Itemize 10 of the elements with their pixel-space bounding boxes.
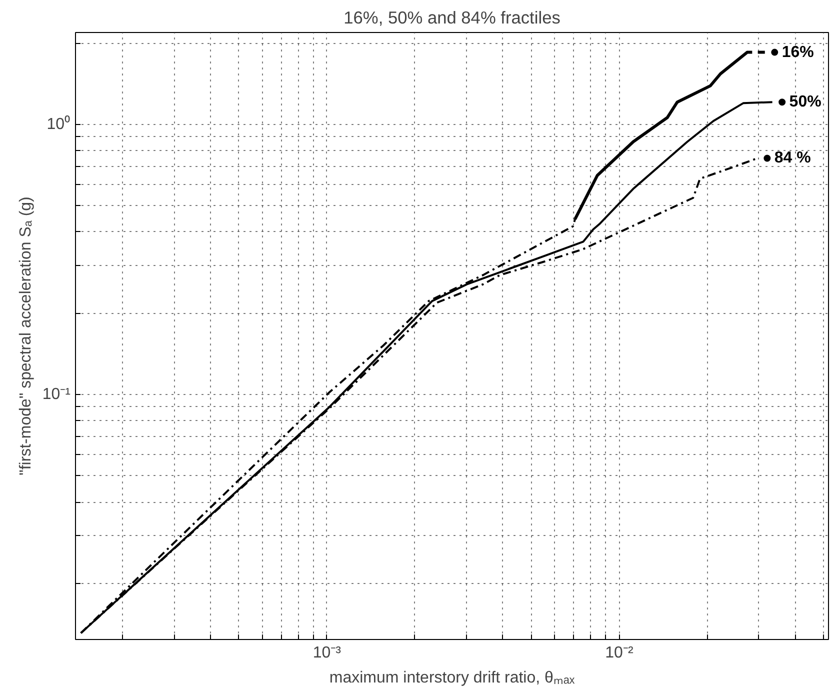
x-tick-label: 10⁻²: [605, 644, 634, 662]
y-tick-label: 10⁻¹: [42, 386, 70, 404]
chart-title: 16%, 50% and 84% fractiles: [344, 8, 561, 28]
y-axis-title: "first-mode" spectral acceleration Sₐ (g): [17, 196, 34, 476]
legend-label: 16%: [782, 44, 814, 61]
legend-label: 84 %: [774, 150, 811, 167]
y-tick-label: 10⁰: [46, 114, 70, 133]
x-tick-label: 10⁻³: [312, 644, 342, 662]
x-axis-title: maximum interstory drift ratio, θₘₐₓ: [329, 670, 576, 686]
legend-label: 50%: [789, 94, 822, 111]
